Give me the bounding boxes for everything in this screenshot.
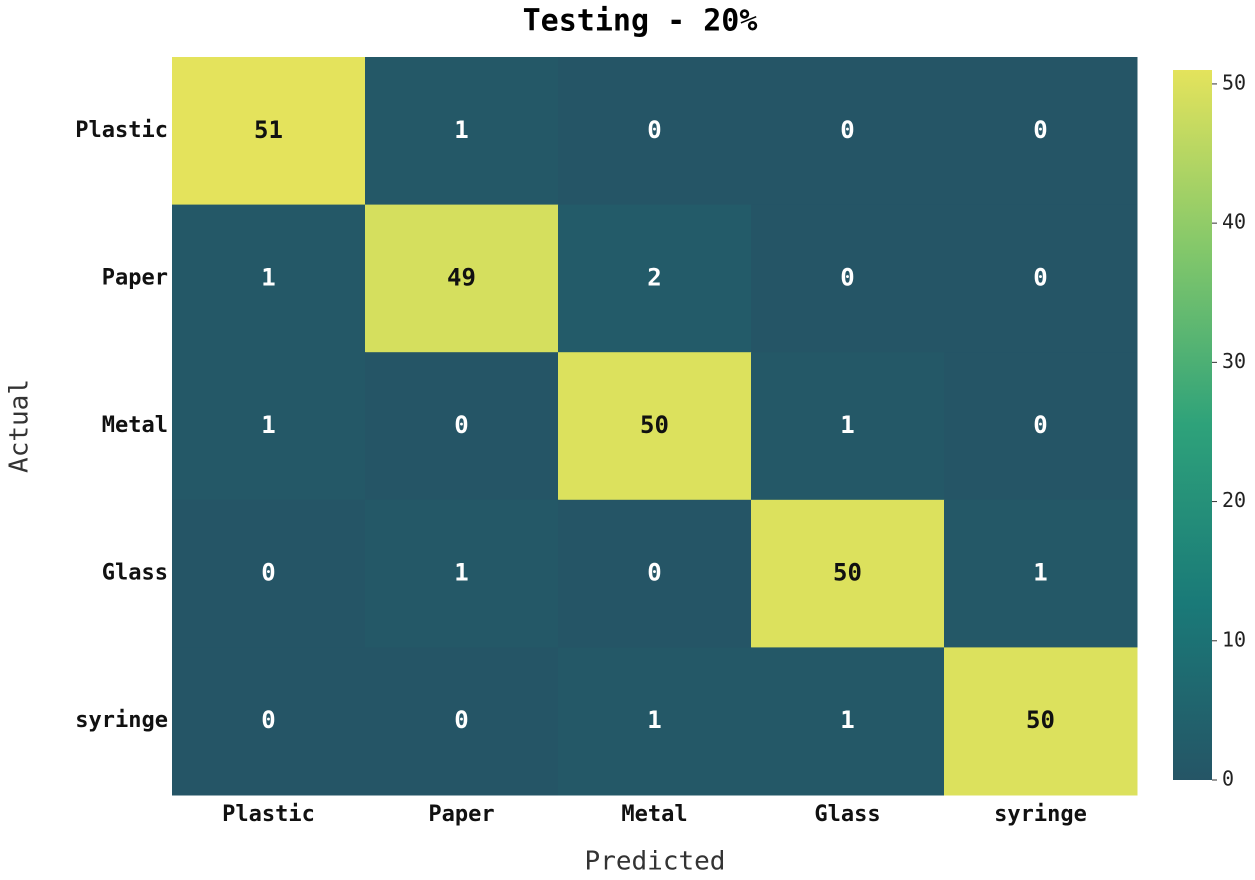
x-axis-label: Predicted [585,847,726,877]
cell-label: 51 [254,116,283,144]
cell-label: 1 [1033,559,1047,587]
cell-label: 50 [640,411,669,439]
heatmap-cell [365,57,559,206]
x-tick-label: syringe [994,802,1087,827]
colorbar-tick-label: 40 [1222,210,1246,234]
cell-label: 0 [647,116,661,144]
colorbar-tick-label: 0 [1222,767,1234,791]
colorbar-tick-label: 50 [1222,70,1246,94]
heatmap-cell [172,57,366,206]
cell-label: 0 [1033,116,1047,144]
colorbar-tick-label: 20 [1222,488,1246,512]
x-tick-label: Paper [428,802,494,827]
cell-label: 1 [261,263,275,291]
heatmap-cell [751,499,945,648]
heatmap-cell [751,204,945,353]
heatmap-cell [558,352,752,501]
y-tick-label: syringe [75,708,168,733]
cell-label: 0 [840,116,854,144]
heatmap-cell [944,352,1138,501]
cell-label: 1 [261,411,275,439]
heatmap-cell [944,499,1138,648]
cell-label: 0 [454,411,468,439]
cell-label: 50 [1026,706,1055,734]
x-tick-label: Glass [814,802,880,827]
colorbar [1173,70,1212,780]
heatmap-cell [751,647,945,796]
cell-label: 1 [454,116,468,144]
cell-label: 2 [647,263,661,291]
heatmap-cell [558,57,752,206]
heatmap-cell [172,499,366,648]
heatmap-cell [172,204,366,353]
heatmap-cell [365,352,559,501]
heatmap-cell [365,647,559,796]
cell-label: 1 [840,706,854,734]
heatmap-cell [558,647,752,796]
cell-label: 0 [1033,263,1047,291]
x-tick-label: Metal [621,802,687,827]
y-tick-label: Paper [102,265,168,290]
heatmap-cell [944,204,1138,353]
chart-title: Testing - 20% [523,4,758,39]
cell-label: 49 [447,263,476,291]
cell-label: 1 [840,411,854,439]
cell-label: 50 [833,559,862,587]
colorbar-tick-label: 30 [1222,349,1246,373]
y-axis-label: Actual [5,379,35,473]
heatmap-cell [365,204,559,353]
heatmap-cell [751,352,945,501]
heatmap-cell [365,499,559,648]
heatmap-cell [751,57,945,206]
heatmap-cell [172,352,366,501]
cell-label: 0 [261,706,275,734]
heatmap-cell [944,647,1138,796]
heatmap-cell [172,647,366,796]
cell-label: 0 [1033,411,1047,439]
x-tick-label: Plastic [222,802,315,827]
y-tick-label: Plastic [75,118,168,143]
cell-label: 0 [647,559,661,587]
heatmap-cell [558,499,752,648]
cell-label: 1 [647,706,661,734]
cell-label: 0 [261,559,275,587]
heatmap-cell [558,204,752,353]
cell-label: 0 [454,706,468,734]
y-tick-label: Glass [102,561,168,586]
cell-label: 1 [454,559,468,587]
heatmap-cell [944,57,1138,206]
y-tick-label: Metal [102,413,168,438]
colorbar-tick-label: 10 [1222,627,1246,651]
cell-label: 0 [840,263,854,291]
